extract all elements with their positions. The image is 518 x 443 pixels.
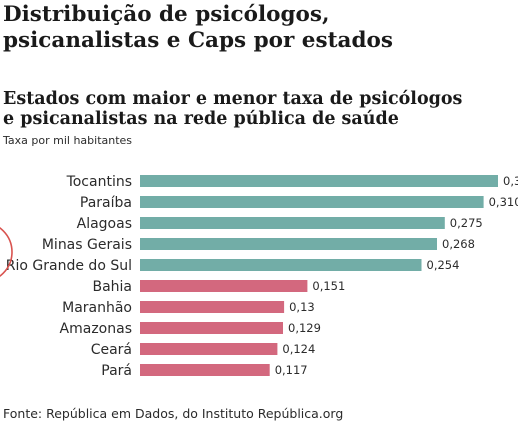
bar <box>140 196 484 208</box>
category-label: Maranhão <box>62 300 132 316</box>
bar <box>140 343 278 355</box>
bar <box>140 322 283 334</box>
data-label: 0,129 <box>288 321 321 335</box>
bar <box>140 259 422 271</box>
category-label: Ceará <box>91 342 132 358</box>
data-label: 0,117 <box>275 363 308 377</box>
data-label: 0,268 <box>442 237 475 251</box>
bar <box>140 217 445 229</box>
chart-subtitle: Taxa por mil habitantes <box>2 134 132 147</box>
chart-title-line-2: e psicanalistas na rede pública de saúde <box>3 109 399 129</box>
highlight-circle-marker <box>0 227 13 277</box>
page-title-line-2: psicanalistas e Caps por estados <box>3 28 393 53</box>
data-label: 0,254 <box>427 258 460 272</box>
category-label: Rio Grande do Sul <box>6 258 132 274</box>
bar <box>140 301 285 313</box>
bar <box>140 280 308 292</box>
data-label: 0,323 <box>503 174 518 188</box>
category-label: Bahia <box>92 279 132 295</box>
bar <box>140 238 437 250</box>
data-label: 0,310 <box>489 195 518 209</box>
data-label: 0,13 <box>289 300 315 314</box>
bar <box>140 364 270 376</box>
bars-group: Tocantins 0,323 Paraíba 0,310 Alagoas 0,275 Mi… <box>6 174 518 379</box>
category-label: Amazonas <box>60 321 132 337</box>
chart-title-line-1: Estados com maior e menor taxa de psicól… <box>3 89 463 109</box>
category-label: Alagoas <box>77 216 132 232</box>
data-label: 0,151 <box>312 279 345 293</box>
data-label: 0,275 <box>450 216 483 230</box>
category-label: Minas Gerais <box>42 237 132 253</box>
source-note: Fonte: República em Dados, do Instituto … <box>3 406 343 421</box>
bar <box>140 175 498 187</box>
page-title-line-1: Distribuição de psicólogos, <box>3 2 329 27</box>
category-label: Pará <box>101 363 132 379</box>
data-label: 0,124 <box>282 342 315 356</box>
category-label: Tocantins <box>66 174 132 190</box>
category-label: Paraíba <box>80 195 132 211</box>
